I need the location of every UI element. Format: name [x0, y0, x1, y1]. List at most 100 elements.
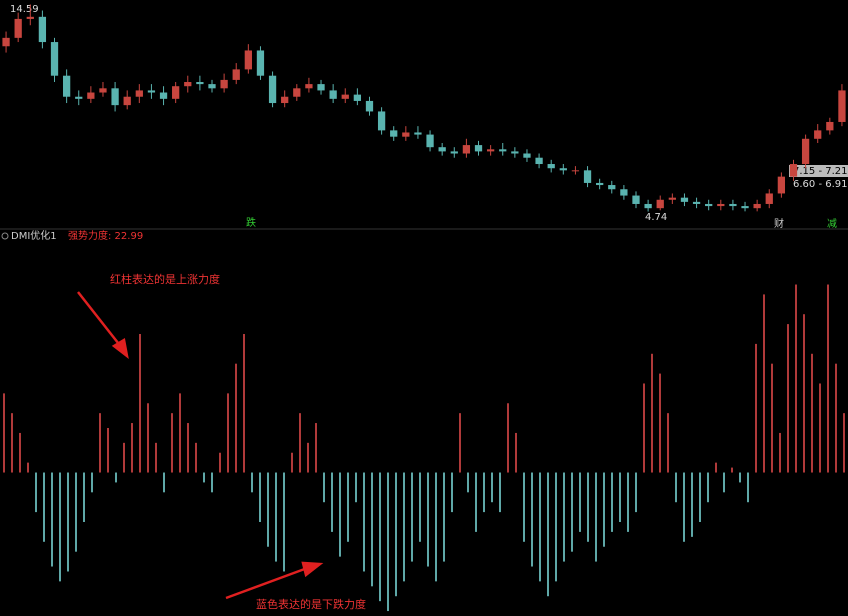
candle-body	[75, 96, 83, 99]
candle-body	[232, 69, 240, 80]
bar	[147, 403, 149, 473]
bar	[203, 472, 205, 483]
bar	[331, 472, 333, 532]
bar	[219, 452, 221, 473]
candle-body	[644, 203, 652, 209]
bar	[555, 472, 557, 582]
bar	[611, 472, 613, 532]
bar	[411, 472, 413, 562]
signal: 减	[827, 218, 837, 230]
price-range: 6.60 - 6.91	[793, 179, 848, 190]
bar	[91, 472, 93, 493]
candle-body	[583, 170, 592, 183]
candle-body	[281, 96, 289, 104]
bar	[83, 472, 85, 522]
bar	[779, 432, 781, 473]
bar	[515, 432, 517, 473]
bar	[355, 472, 357, 503]
bar	[371, 472, 373, 587]
candle-body	[547, 164, 555, 169]
bar	[755, 343, 757, 473]
bar	[579, 472, 581, 532]
candle-body	[305, 84, 313, 89]
bar	[195, 442, 197, 473]
bar	[539, 472, 541, 582]
bar	[227, 393, 229, 473]
candle-body	[729, 203, 737, 207]
bar	[483, 472, 485, 513]
bar	[251, 472, 253, 493]
candle-body	[353, 94, 362, 101]
indicator-title: DMI优化1	[11, 229, 57, 242]
candle-body	[620, 189, 628, 196]
bar	[827, 284, 829, 473]
candle-body	[365, 100, 374, 112]
bar	[699, 472, 701, 522]
bar	[387, 472, 389, 612]
indicator-icon	[1, 232, 9, 240]
bar	[603, 472, 605, 547]
candle-body	[571, 170, 580, 172]
candle-body	[523, 153, 531, 158]
candle-body	[838, 90, 846, 122]
candle-body	[50, 42, 59, 76]
high-label: 14.59	[10, 4, 39, 15]
bar	[723, 472, 725, 493]
bar	[507, 403, 509, 473]
candle-body	[26, 16, 34, 19]
candle-body	[147, 90, 156, 93]
bar	[435, 472, 437, 582]
candle-body	[680, 197, 689, 202]
bar	[427, 472, 429, 567]
bar	[275, 472, 277, 562]
candle-body	[668, 197, 676, 200]
candle-body	[208, 84, 216, 89]
candle-body	[499, 149, 507, 152]
candle-body	[765, 193, 773, 204]
bar	[563, 472, 565, 562]
bar	[315, 423, 317, 473]
bar	[171, 413, 173, 473]
bar	[523, 472, 525, 542]
bar	[443, 472, 445, 562]
bar	[811, 353, 813, 473]
bar	[235, 363, 237, 473]
bar	[715, 462, 717, 473]
price-box	[789, 165, 848, 177]
candle-body	[426, 134, 434, 148]
bar	[667, 413, 669, 473]
signal: 跌	[246, 216, 256, 229]
bar	[395, 472, 397, 597]
bar	[27, 462, 29, 473]
candle-body	[717, 203, 725, 207]
candle-body	[38, 16, 47, 43]
candle-body	[99, 88, 107, 93]
candle-body	[196, 82, 204, 85]
bar	[67, 472, 69, 572]
candle-body	[474, 145, 483, 152]
bar	[291, 452, 293, 473]
candle-body	[268, 75, 277, 104]
candle-body	[111, 88, 119, 106]
bar	[659, 373, 661, 473]
signal: 财	[774, 217, 784, 230]
bar	[467, 472, 469, 493]
bar	[339, 472, 341, 557]
candle-body	[341, 94, 349, 99]
bar	[107, 428, 109, 473]
bar	[51, 472, 53, 567]
bar	[731, 467, 733, 473]
candle-body	[184, 82, 192, 87]
candle-body	[692, 201, 701, 204]
bar	[643, 383, 645, 473]
candle-body	[329, 90, 337, 99]
price-range: 7.15 - 7.21	[793, 166, 848, 177]
candle-body	[450, 151, 458, 154]
candle-body	[135, 90, 143, 97]
candle-body	[220, 79, 228, 89]
bar	[499, 472, 501, 513]
candle-body	[486, 149, 495, 152]
bar	[547, 472, 549, 597]
candle-body	[559, 168, 567, 171]
